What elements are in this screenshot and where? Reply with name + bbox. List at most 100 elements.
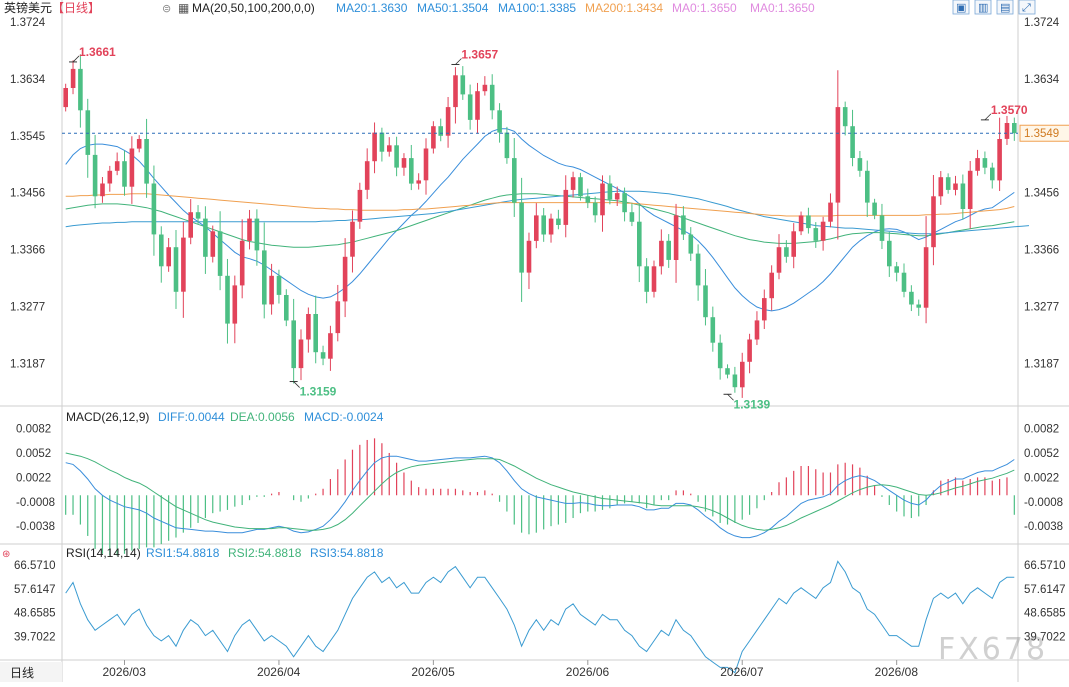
candle-body[interactable] [850, 126, 855, 158]
candle-body[interactable] [784, 247, 789, 257]
candle-body[interactable] [534, 215, 539, 241]
candle-body[interactable] [967, 170, 973, 209]
candle-body[interactable] [828, 202, 833, 222]
candle-body[interactable] [695, 253, 701, 286]
candle-body[interactable] [328, 333, 333, 359]
candle-body[interactable] [820, 221, 826, 241]
candle-body[interactable] [100, 183, 105, 197]
candle-body[interactable] [489, 84, 495, 111]
candle-body[interactable] [931, 196, 936, 248]
candle-body[interactable] [740, 361, 745, 388]
candle-body[interactable] [262, 250, 267, 305]
candle-body[interactable] [217, 231, 223, 276]
candle-body[interactable] [725, 368, 730, 375]
candle-body[interactable] [673, 215, 679, 260]
candle-body[interactable] [916, 304, 921, 308]
candle-body[interactable] [438, 126, 443, 136]
candle-body[interactable] [504, 132, 510, 159]
candle-body[interactable] [629, 212, 635, 222]
candle-body[interactable] [894, 266, 899, 273]
candle-body[interactable] [644, 266, 649, 292]
candle-body[interactable] [63, 88, 68, 108]
candle-body[interactable] [475, 91, 480, 120]
candle-body[interactable] [188, 212, 193, 238]
candle-body[interactable] [335, 301, 341, 334]
candle-body[interactable] [460, 75, 466, 95]
chart-style-icon[interactable] [996, 0, 1014, 15]
period-tab[interactable]: 日线 [10, 666, 34, 680]
candle-body[interactable] [997, 139, 1002, 181]
candle-body[interactable] [122, 161, 127, 187]
candle-body[interactable] [232, 285, 238, 324]
candle-body[interactable] [313, 314, 318, 353]
candle-body[interactable] [519, 202, 524, 273]
candle-body[interactable] [953, 183, 958, 190]
candle-body[interactable] [129, 148, 135, 187]
grid-icon[interactable] [952, 0, 970, 15]
candle-body[interactable] [666, 240, 671, 260]
candle-body[interactable] [1012, 123, 1017, 134]
candle-body[interactable] [394, 145, 399, 168]
candle-body[interactable] [901, 272, 907, 292]
candle-body[interactable] [548, 218, 554, 235]
candle-body[interactable] [754, 320, 760, 340]
candle-body[interactable] [960, 183, 966, 210]
candle-body[interactable] [938, 177, 944, 197]
candle-body[interactable] [813, 228, 819, 241]
candle-body[interactable] [151, 183, 157, 235]
candle-body[interactable] [284, 295, 289, 321]
candle-body[interactable] [85, 110, 91, 155]
candle-body[interactable] [541, 215, 546, 235]
candle-body[interactable] [688, 234, 694, 254]
candle-body[interactable] [570, 177, 576, 190]
candle-body[interactable] [254, 218, 260, 251]
rsi-settings-icon[interactable]: ⊛ [2, 549, 10, 560]
candle-body[interactable] [651, 266, 657, 292]
candle-body[interactable] [379, 132, 385, 152]
candle-body[interactable] [107, 170, 113, 184]
candle-body[interactable] [703, 285, 708, 318]
candle-body[interactable] [798, 215, 804, 232]
candle-body[interactable] [320, 352, 326, 359]
candle-body[interactable] [210, 231, 216, 257]
candle-body[interactable] [909, 291, 914, 305]
candle-body[interactable] [92, 154, 98, 197]
candle-body[interactable] [769, 272, 774, 299]
candle-body[interactable] [512, 158, 517, 203]
settings-icon[interactable]: ⊜ [162, 3, 171, 15]
candle-body[interactable] [717, 342, 723, 369]
candle-body[interactable] [762, 298, 767, 321]
candle-body[interactable] [872, 202, 877, 216]
candle-body[interactable] [879, 215, 885, 241]
candle-body[interactable] [923, 247, 929, 308]
candle-body[interactable] [269, 275, 274, 305]
candle-body[interactable] [364, 161, 370, 190]
candle-body[interactable] [401, 158, 407, 168]
candle-body[interactable] [1004, 123, 1010, 139]
candle-body[interactable] [357, 189, 363, 222]
candle-body[interactable] [195, 212, 201, 219]
candle-body[interactable] [732, 374, 738, 388]
candle-body[interactable] [990, 167, 995, 181]
candle-body[interactable] [372, 132, 377, 162]
candle-body[interactable] [497, 110, 502, 133]
candle-body[interactable] [136, 139, 142, 149]
candle-body[interactable] [600, 183, 605, 216]
candle-body[interactable] [225, 275, 230, 324]
candle-body[interactable] [563, 189, 569, 225]
expand-icon[interactable] [1018, 0, 1036, 15]
candle-body[interactable] [114, 161, 120, 171]
candle-body[interactable] [159, 234, 164, 267]
candle-body[interactable] [247, 218, 252, 241]
candle-body[interactable] [181, 237, 186, 292]
candle-body[interactable] [776, 247, 782, 273]
candle-body[interactable] [526, 240, 532, 273]
candle-body[interactable] [342, 256, 348, 302]
candle-body[interactable] [78, 68, 83, 111]
candle-body[interactable] [453, 75, 458, 108]
candle-body[interactable] [982, 158, 988, 168]
bars-icon[interactable] [974, 0, 992, 15]
candle-body[interactable] [173, 247, 179, 292]
candle-body[interactable] [423, 148, 429, 181]
